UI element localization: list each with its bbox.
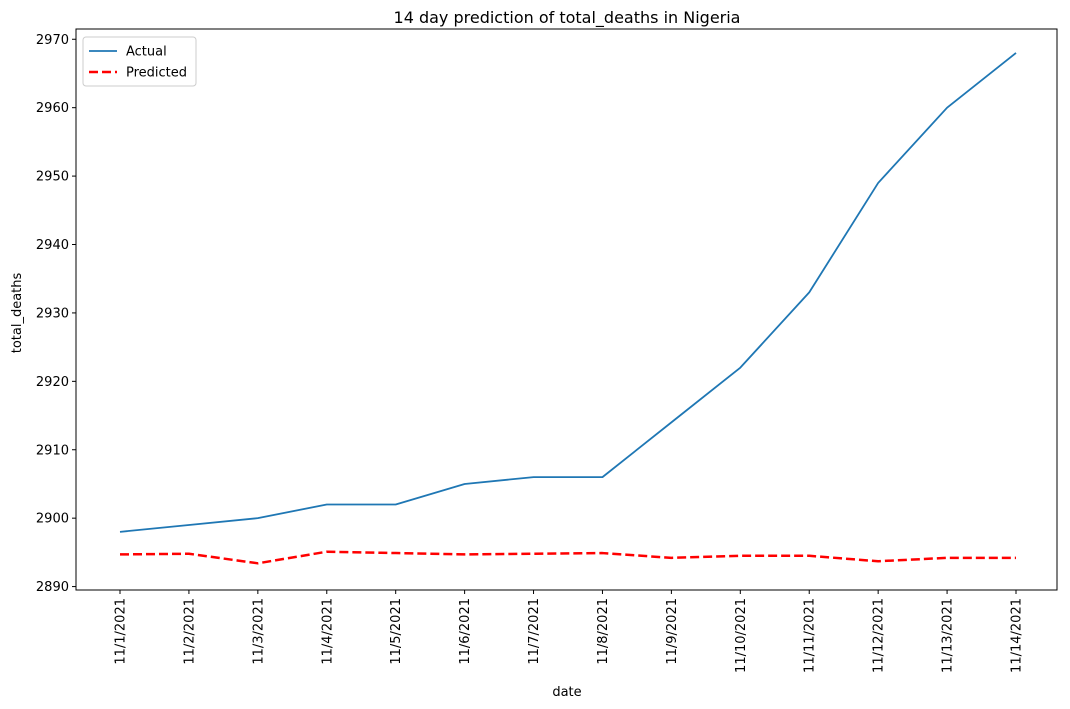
x-tick-label: 11/10/2021 [734, 598, 749, 673]
x-tick-label: 11/14/2021 [1010, 598, 1025, 673]
x-tick-label: 11/8/2021 [596, 598, 611, 665]
x-axis: 11/1/2021 11/2/2021 11/3/2021 11/4/2021 11/5… [114, 590, 1025, 673]
y-tick-label: 2900 [36, 512, 69, 527]
y-tick-label: 2940 [36, 238, 69, 253]
x-tick-label: 11/13/2021 [941, 598, 956, 673]
x-axis-label: date [552, 685, 581, 700]
x-tick-label: 11/5/2021 [389, 598, 404, 665]
legend-label-predicted: Predicted [126, 66, 187, 81]
y-tick-label: 2960 [36, 101, 69, 116]
x-tick-label: 11/3/2021 [251, 598, 266, 665]
x-tick-label: 11/11/2021 [803, 598, 818, 673]
x-tick-label: 11/9/2021 [665, 598, 680, 665]
x-tick-label: 11/4/2021 [320, 598, 335, 665]
series-layer [119, 52, 1017, 565]
x-tick-label: 11/1/2021 [114, 598, 129, 665]
legend-box [82, 36, 197, 87]
series-line-predicted [119, 550, 1016, 565]
x-tick-label: 11/2/2021 [182, 598, 197, 665]
legend: Actual Predicted [82, 36, 197, 87]
y-tick-label: 2930 [36, 306, 69, 321]
y-tick-label: 2950 [36, 170, 69, 185]
y-tick-label: 2910 [36, 443, 69, 458]
y-tick-label: 2920 [36, 375, 69, 390]
y-tick-label: 2890 [36, 580, 69, 595]
legend-label-actual: Actual [126, 45, 167, 60]
y-tick-label: 2970 [36, 33, 69, 48]
x-tick-label: 11/12/2021 [872, 598, 887, 673]
series-line-actual [119, 52, 1017, 533]
x-tick-label: 11/7/2021 [527, 598, 542, 665]
y-axis: 2890 2900 2910 2920 2930 2940 2950 2960 2970 [36, 33, 76, 595]
y-axis-label: total_deaths [10, 273, 25, 354]
chart-title: 14 day prediction of total_deaths in Nig… [394, 8, 741, 28]
x-tick-label: 11/6/2021 [458, 598, 473, 665]
plot-frame [75, 28, 1058, 591]
